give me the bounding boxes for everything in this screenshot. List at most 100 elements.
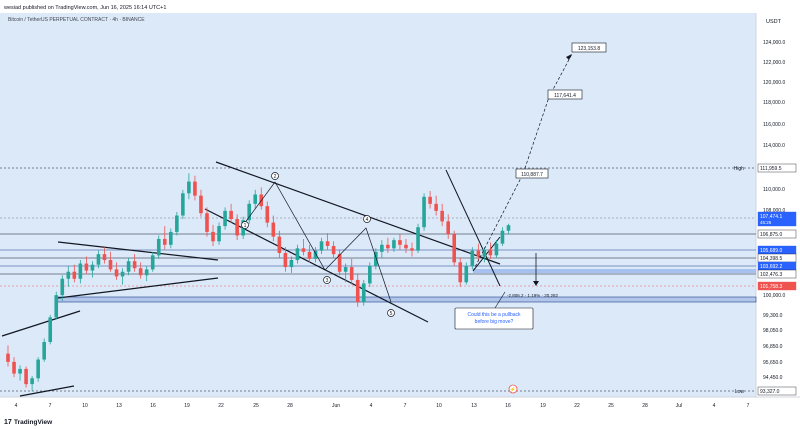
time-tick-label: 19 [184, 403, 190, 409]
wave-label-5[interactable]: 5 [387, 309, 395, 318]
wedge-lower-line[interactable] [472, 236, 501, 272]
price-tick-label: 122,000.0 [763, 60, 785, 66]
svg-text:117,641.4: 117,641.4 [554, 93, 576, 99]
candle-body [12, 361, 16, 374]
candle-body [386, 244, 390, 249]
triangle-upper-line[interactable] [57, 241, 219, 261]
time-tick-label: Jul [676, 403, 682, 409]
pullback-zone-box[interactable] [473, 269, 756, 273]
time-tick-label: 7 [404, 403, 407, 409]
time-tick-label: 4 [15, 403, 18, 409]
candle-body [295, 248, 300, 261]
price-tag[interactable]: 101,758.3 [757, 281, 797, 291]
price-tick-label: 94,450.0 [763, 375, 783, 381]
candle-body [132, 261, 137, 269]
wave-count-path[interactable] [243, 181, 392, 303]
wave-label-4[interactable]: 4 [363, 215, 371, 224]
candle-body [175, 215, 179, 232]
candle-body [30, 378, 34, 385]
candle-body [422, 196, 426, 228]
price-tick-label: 124,000.0 [763, 40, 785, 46]
price-tick-label: 114,000.0 [763, 143, 785, 149]
published-by-text: wesiad published on TradingView.com, Jun… [3, 5, 166, 11]
triangle-lower-line[interactable] [57, 277, 219, 299]
candle-body [440, 210, 444, 222]
candle-body [211, 231, 215, 242]
event-marker[interactable]: ⚡ [508, 384, 518, 394]
candle-body [60, 278, 65, 296]
svg-text:5: 5 [390, 311, 393, 317]
candle-body [247, 203, 251, 221]
candle-body [361, 283, 366, 303]
rising-trendline[interactable] [1, 310, 81, 337]
low-trendline[interactable] [19, 385, 75, 397]
wedge-upper-line[interactable] [445, 169, 501, 287]
candle-body [392, 240, 396, 249]
tradingview-logo-mark: 17 [4, 419, 12, 426]
price-tag-value: 103,692.2 [760, 264, 782, 270]
price-tag[interactable]: 104,398.5 [757, 253, 797, 263]
price-tag[interactable]: High 111,959.5 [734, 163, 797, 173]
candle-body [380, 244, 384, 252]
candle-body [54, 295, 59, 318]
candle-body [156, 238, 161, 256]
price-tag-label: High [734, 166, 745, 172]
currency-label[interactable]: USDT [766, 19, 782, 25]
target-label-2[interactable]: 117,641.4 [547, 89, 583, 100]
candle-body [488, 249, 493, 256]
time-tick-label: 10 [82, 403, 88, 409]
price-axis-ticks: 124,000.0 122,000.0 120,000.0 118,000.0 116,… [763, 40, 785, 381]
candle-body [464, 265, 469, 283]
candle-body [217, 226, 221, 242]
price-tick-label: 110,000.0 [763, 187, 785, 193]
candle-body [66, 271, 71, 279]
candle-body [90, 264, 95, 271]
support-zone-box[interactable] [56, 296, 757, 303]
candle-body [301, 248, 306, 252]
price-tag[interactable]: 103,692.2 [757, 261, 797, 271]
candle-body [199, 195, 203, 214]
candle-body [42, 341, 46, 360]
candle-body [482, 249, 487, 257]
target-label-1[interactable]: 110,887.7 [515, 168, 549, 179]
wave-label-1[interactable]: 1 [241, 221, 249, 230]
price-tag[interactable]: 107,474.145:25 [757, 211, 797, 227]
candle-body [494, 243, 499, 256]
time-tick-label: 4 [370, 403, 373, 409]
price-tick-label: 98,050.0 [763, 328, 783, 334]
candle-body [78, 263, 83, 279]
candle-body [223, 210, 227, 227]
tradingview-logo-text: TradingView [14, 419, 53, 426]
price-tag[interactable]: 105,689.0 [757, 245, 797, 255]
price-tag-countdown: 45:25 [760, 220, 772, 225]
candle-body [84, 263, 89, 271]
price-tag[interactable]: 102,476.3 [757, 269, 797, 279]
price-tag-value: 105,689.0 [760, 248, 782, 254]
wave-label-3[interactable]: 3 [323, 276, 331, 285]
price-tag[interactable]: Low 93,327.0 [735, 386, 797, 396]
annotation-callout[interactable]: Could this be a pullback before big move? [454, 291, 534, 330]
candle-body [331, 245, 336, 255]
price-tag[interactable]: 106,875.0 [757, 229, 797, 239]
candle-body [307, 251, 312, 259]
candle-body [265, 206, 270, 223]
target-label-3[interactable]: 123,153.8 [571, 42, 607, 53]
candle-body [24, 368, 28, 385]
candle-body [337, 254, 342, 272]
candle-body [271, 222, 276, 237]
price-tag-value: 102,476.3 [760, 272, 782, 278]
price-tag-value: 104,398.5 [760, 256, 782, 262]
price-tick-label: 116,000.0 [763, 122, 785, 128]
candle-body [506, 225, 511, 231]
candle-body [434, 203, 438, 211]
candle-body [398, 240, 402, 245]
tradingview-logo[interactable]: 17 TradingView [4, 419, 53, 426]
candle-body [114, 269, 119, 277]
wave-label-2[interactable]: 2 [271, 172, 279, 181]
price-tick-label: 100,000.0 [763, 293, 785, 299]
candle-body [18, 368, 22, 374]
candle-body [410, 248, 414, 251]
time-tick-label: 22 [218, 403, 224, 409]
